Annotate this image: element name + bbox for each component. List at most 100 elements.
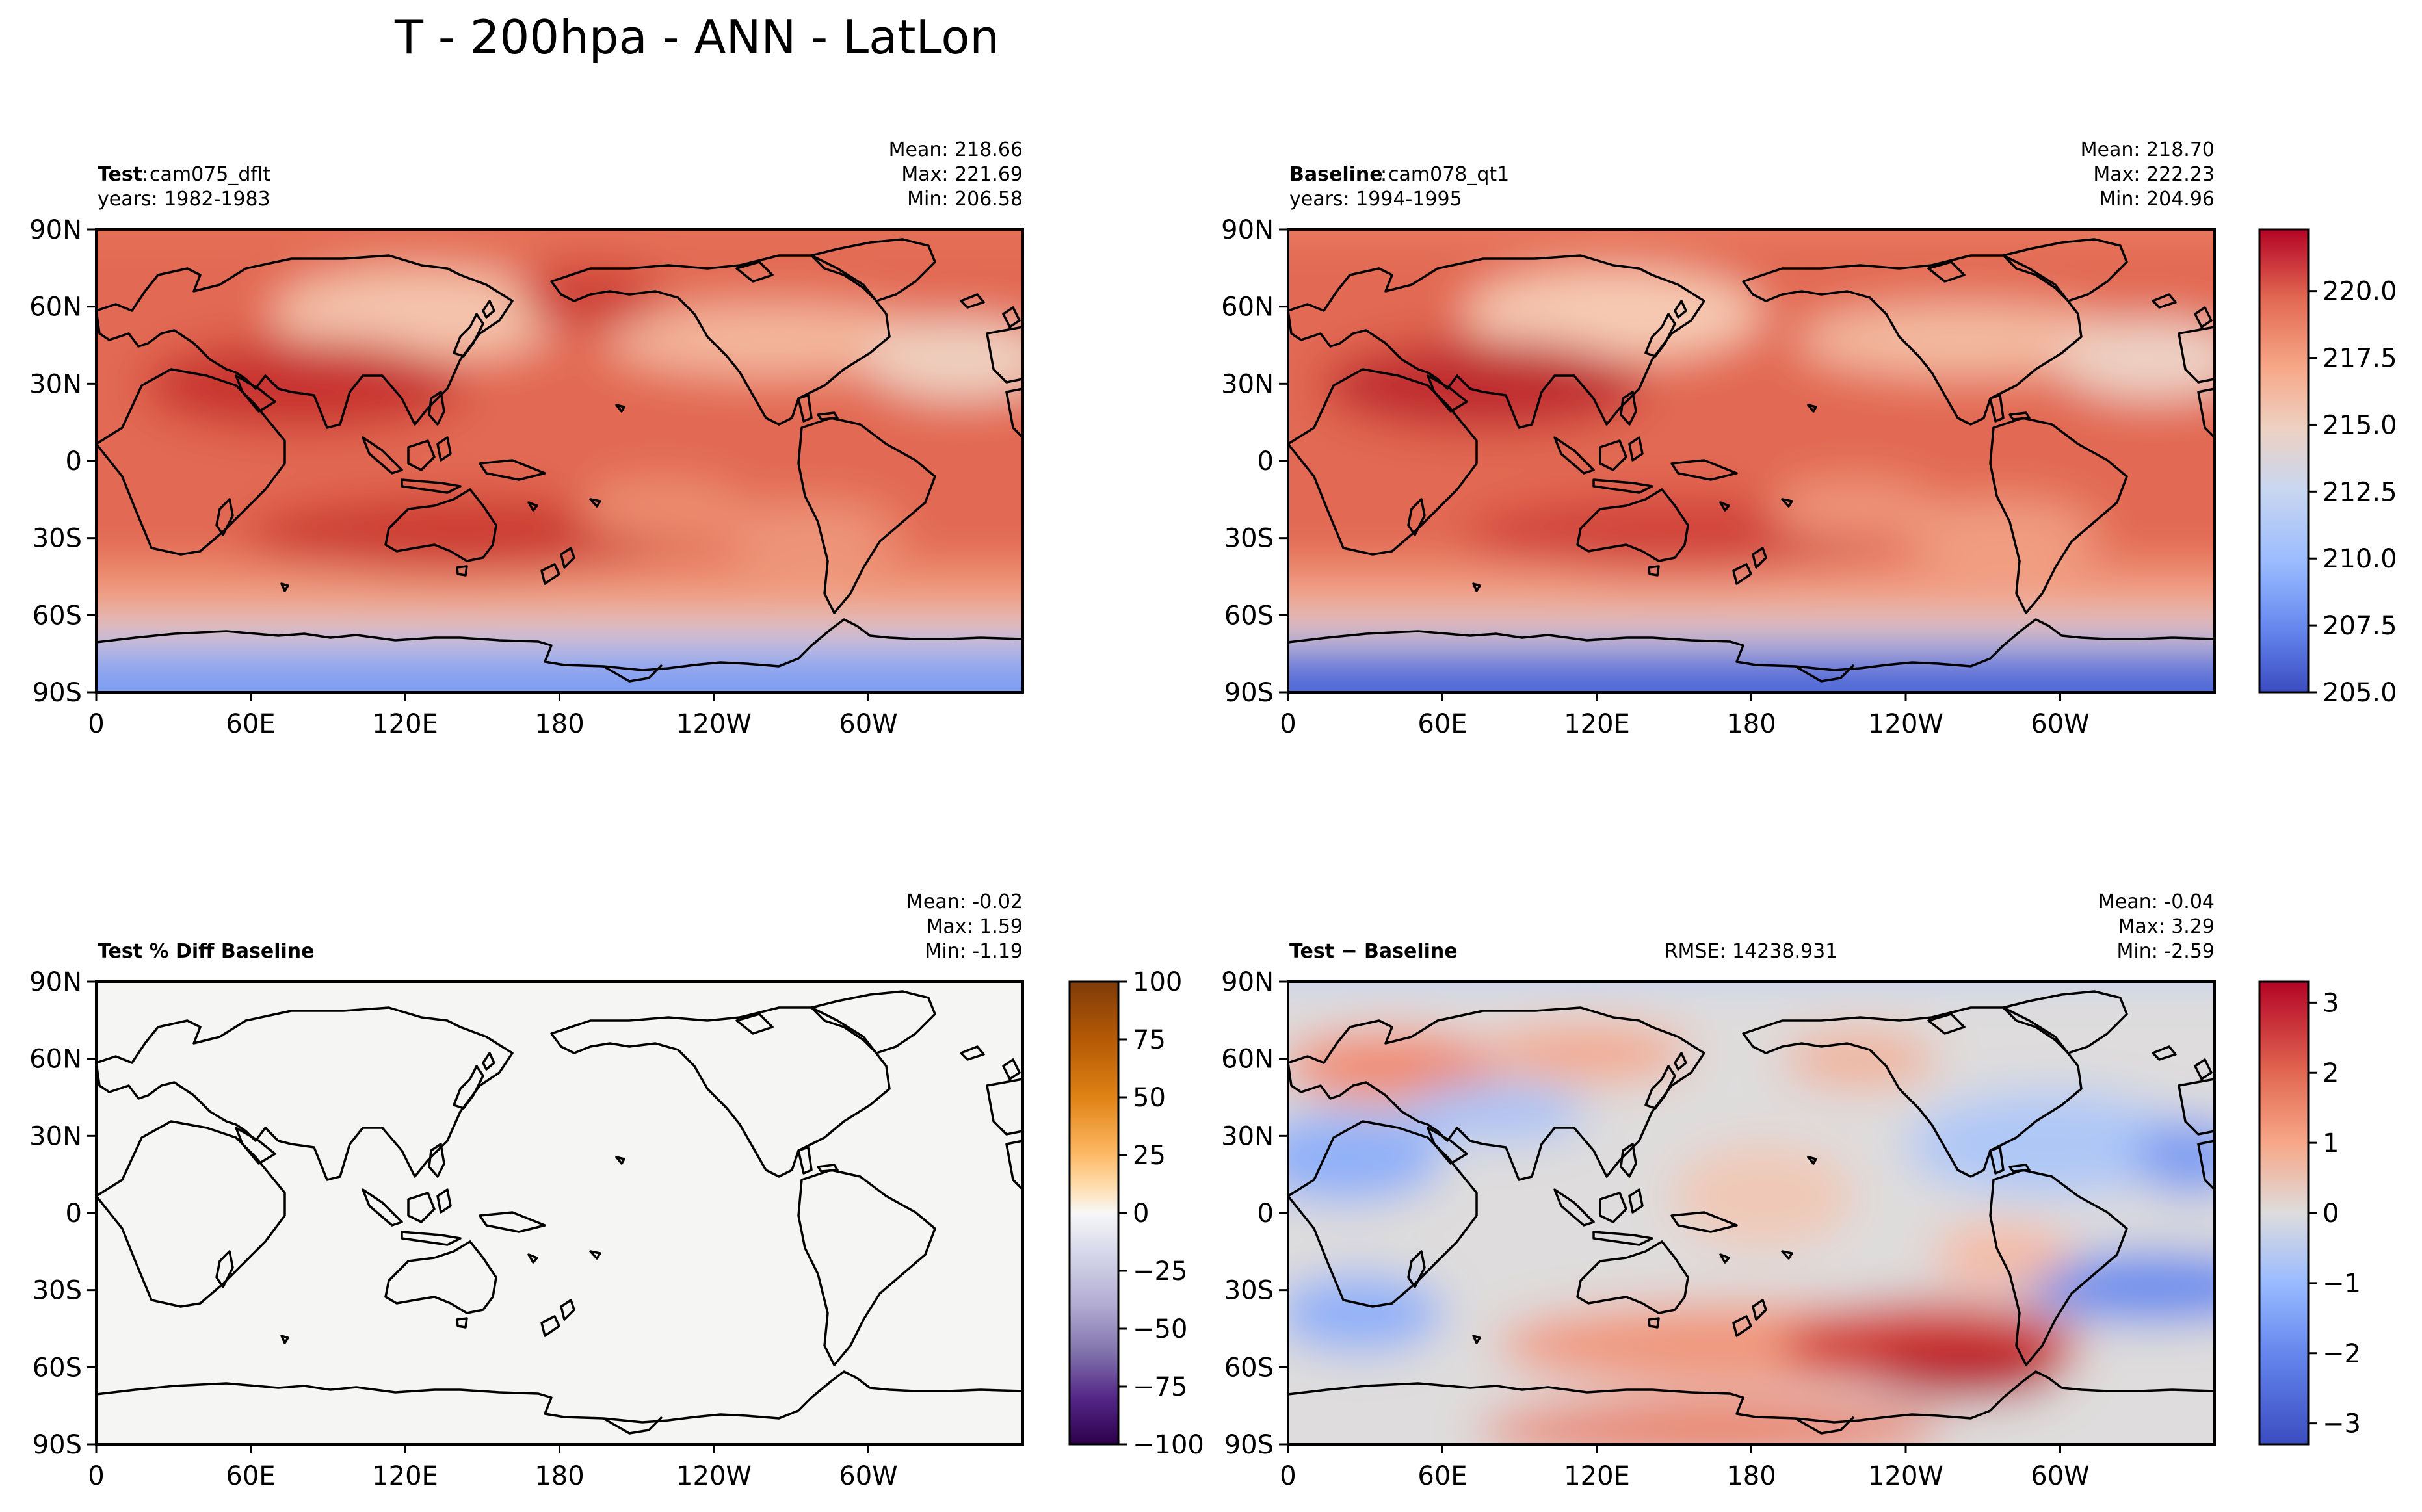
panel-test-max: Max: 221.69 (901, 163, 1023, 186)
panel-diff-field-blobs (1288, 982, 2215, 1444)
panel-diff-lon-tick-label: 0 (1280, 1461, 1296, 1491)
panel-baseline-lat-tick-label: 90N (1221, 215, 1274, 245)
panel-pctdiff-field (96, 982, 1023, 1444)
panel-diff-mean: Mean: -0.04 (2098, 891, 2215, 913)
colorbar-tick-label: 100 (1133, 967, 1182, 997)
colorbar-tick-label: 0 (1133, 1199, 1149, 1229)
colorbar-pct-ramp (1068, 980, 1120, 1446)
panel-diff-lon-axis: 0 60E 120E 180 120W 60W (1280, 1444, 2090, 1491)
panel-pctdiff-header: Test % Diff Baseline Mean: -0.02 Max: 1.… (98, 891, 1023, 963)
colorbar-tick-label: 75 (1133, 1025, 1166, 1055)
panel-test-lon-tick-label: 180 (534, 709, 584, 739)
panel-baseline-case: cam078_qt1 (1388, 163, 1509, 186)
panel-pctdiff-max: Max: 1.59 (927, 915, 1023, 938)
panel-pctdiff-fill (96, 982, 1023, 1444)
panel-diff-lat-axis: 90N 60N 30N 0 30S 60S 90S (1221, 967, 1288, 1460)
panel-baseline-label: Baseline (1289, 163, 1383, 186)
colorbar-tick-label: −50 (1133, 1314, 1187, 1344)
panel-diff-lon-tick-label: 60W (2031, 1461, 2089, 1491)
colorbar-top-ramp (2258, 228, 2310, 694)
panel-baseline-header: Baseline : cam078_qt1 years: 1994-1995 M… (1289, 138, 2215, 211)
panel-test-sep: : (142, 163, 148, 186)
panel-baseline-max: Max: 222.23 (2093, 163, 2215, 186)
panel-test-field (96, 229, 1023, 692)
panel-test-lat-tick-label: 90N (29, 215, 82, 245)
colorbar-diff: 3 2 1 0 −1 −2 −3 (2258, 980, 2361, 1446)
panel-baseline-lon-tick-label: 60E (1417, 709, 1467, 739)
panel-test-lon-tick-label: 60E (226, 709, 275, 739)
panel-pctdiff-min: Min: -1.19 (925, 940, 1023, 963)
panel-pctdiff-lat-tick-label: 90N (29, 967, 82, 997)
panel-diff-rmse: RMSE: 14238.931 (1665, 940, 1838, 963)
colorbar-tick-label: −75 (1133, 1372, 1187, 1402)
panel-pctdiff-label: Test % Diff Baseline (98, 940, 315, 963)
panel-pctdiff-lon-tick-label: 180 (534, 1461, 584, 1491)
colorbar-top: 220.0 217.5 215.0 212.5 210.0 207.5 205.0 (2258, 228, 2397, 708)
panel-baseline-lat-tick-label: 90S (1224, 678, 1274, 708)
panel-baseline-lon-tick-label: 120E (1564, 709, 1630, 739)
colorbar-pct: 100 75 50 25 0 −25 −50 −75 −100 (1068, 967, 1204, 1460)
colorbar-tick-label: 1 (2323, 1128, 2339, 1158)
colorbar-tick-label: 217.5 (2323, 344, 2397, 374)
colorbar-tick-label: 3 (2323, 988, 2339, 1018)
panel-baseline-lat-tick-label: 60S (1224, 601, 1274, 631)
panel-diff-label: Test − Baseline (1289, 940, 1458, 963)
panel-test-label: Test (98, 163, 142, 186)
panel-test-mean: Mean: 218.66 (889, 138, 1023, 161)
panel-pctdiff-lat-tick-label: 0 (66, 1199, 82, 1229)
panel-baseline-lat-axis: 90N 60N 30N 0 30S 60S 90S (1221, 215, 1288, 708)
panel-test-lat-tick-label: 90S (33, 678, 82, 708)
colorbar-tick-label: 25 (1133, 1141, 1166, 1171)
colorbar-tick-label: 207.5 (2323, 611, 2397, 641)
panel-diff-lon-tick-label: 120W (1868, 1461, 1943, 1491)
colorbar-tick-label: −100 (1133, 1430, 1204, 1460)
panel-diff-lat-tick-label: 30N (1221, 1121, 1274, 1151)
panel-baseline-mean: Mean: 218.70 (2081, 138, 2215, 161)
colorbar-top-ticks: 220.0 217.5 215.0 212.5 210.0 207.5 205.0 (2308, 277, 2397, 708)
panel-diff-field (1288, 982, 2215, 1444)
panel-diff-lon-tick-label: 120E (1564, 1461, 1630, 1491)
colorbar-tick-label: 205.0 (2323, 678, 2397, 708)
colorbar-tick-label: −2 (2323, 1339, 2361, 1369)
panel-pctdiff-lat-axis: 90N 60N 30N 0 30S 60S 90S (29, 967, 96, 1460)
panel-diff-min: Min: -2.59 (2117, 940, 2215, 963)
panel-test-header: Test : cam075_dflt years: 1982-1983 Mean… (98, 138, 1023, 211)
colorbar-tick-label: 2 (2323, 1058, 2339, 1088)
colorbar-diff-ticks: 3 2 1 0 −1 −2 −3 (2308, 988, 2361, 1439)
colorbar-tick-label: −3 (2323, 1409, 2361, 1439)
panel-diff-lat-tick-label: 90N (1221, 967, 1274, 997)
panel-pctdiff-lon-tick-label: 60E (226, 1461, 275, 1491)
colorbar-diff-ramp (2258, 980, 2310, 1446)
colorbar-tick-label: 212.5 (2323, 477, 2397, 507)
colorbar-tick-label: 215.0 (2323, 410, 2397, 440)
panel-diff-lon-tick-label: 180 (1726, 1461, 1776, 1491)
panel-diff-max: Max: 3.29 (2118, 915, 2215, 938)
panel-test-field-blobs (96, 229, 1023, 692)
colorbar-tick-label: 0 (2323, 1199, 2339, 1229)
colorbar-tick-label: 210.0 (2323, 544, 2397, 574)
panel-baseline-lat-tick-label: 60N (1221, 293, 1274, 322)
panel-pctdiff-lat-tick-label: 60N (29, 1045, 82, 1075)
panel-test-lat-axis: 90N 60N 30N 0 30S 60S 90S (29, 215, 96, 708)
panel-baseline-field-blobs (1288, 229, 2215, 692)
panel-baseline-years: years: 1994-1995 (1289, 188, 1462, 211)
colorbar-pct-ticks: 100 75 50 25 0 −25 −50 −75 −100 (1118, 967, 1204, 1460)
panel-baseline-sep: : (1380, 163, 1387, 186)
panel-diff-header: Test − Baseline RMSE: 14238.931 Mean: -0… (1289, 891, 2215, 963)
panel-test-lat-tick-label: 30S (33, 524, 82, 554)
panel-pctdiff-lat-tick-label: 30S (33, 1276, 82, 1306)
panel-test: Test : cam075_dflt years: 1982-1983 Mean… (29, 138, 1024, 739)
panel-diff-lon-tick-label: 60E (1417, 1461, 1467, 1491)
panel-pctdiff-lat-tick-label: 30N (29, 1121, 82, 1151)
panel-pctdiff-mean: Mean: -0.02 (906, 891, 1023, 913)
panel-baseline-lon-axis: 0 60E 120E 180 120W 60W (1280, 692, 2090, 739)
panel-test-years: years: 1982-1983 (98, 188, 270, 211)
panel-test-lat-tick-label: 60S (33, 601, 82, 631)
panel-test-lon-tick-label: 60W (839, 709, 897, 739)
panel-diff-lat-tick-label: 90S (1224, 1430, 1274, 1460)
colorbar-tick-label: 220.0 (2323, 277, 2397, 307)
panel-diff-lat-tick-label: 60N (1221, 1045, 1274, 1075)
panel-test-case: cam075_dflt (150, 163, 270, 186)
panel-diff-lat-tick-label: 30S (1224, 1276, 1274, 1306)
